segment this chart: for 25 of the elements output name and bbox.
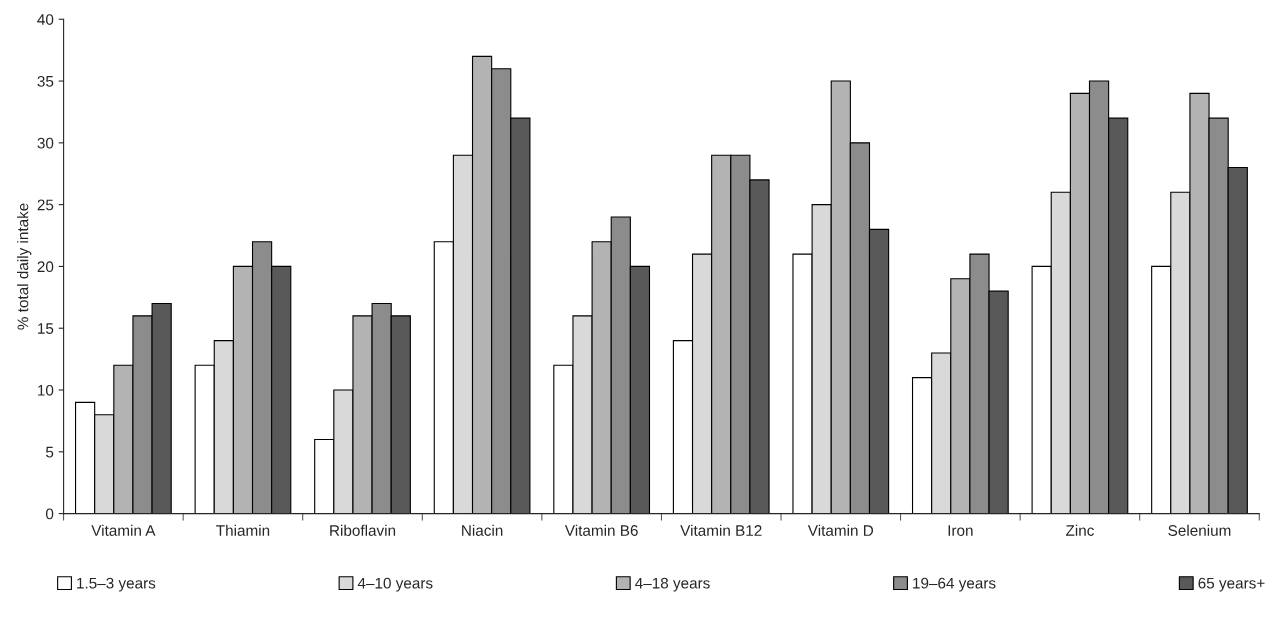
legend-label: 4–18 years [635, 577, 710, 592]
y-tick-label: 10 [38, 384, 54, 396]
x-tick-label: Vitamin D [807, 524, 874, 536]
x-tick-label: Selenium [1168, 524, 1231, 536]
x-tick-label: Thiamin [216, 524, 270, 536]
y-tick-label: 20 [37, 261, 54, 273]
legend-label: 65 years+ [1198, 577, 1265, 592]
y-tick-label: 5 [45, 446, 54, 458]
x-tick-label: Vitamin B12 [680, 524, 762, 536]
x-tick-label: Niacin [462, 524, 503, 536]
y-tick-label: 25 [37, 199, 54, 211]
legend-label: 4–10 years [357, 577, 433, 592]
x-tick-label: Riboflavin [330, 524, 396, 536]
y-tick-label: 0 [45, 508, 54, 520]
x-tick-label: Iron [948, 525, 973, 536]
x-tick-label: Vitamin A [91, 524, 156, 536]
y-tick-label: 15 [38, 323, 54, 334]
x-tick-label: Vitamin B6 [564, 524, 638, 536]
y-tick-label: 30 [37, 137, 54, 149]
y-tick-label: 40 [37, 14, 54, 25]
legend-label: 19–64 years [913, 577, 996, 592]
y-axis-title: % total daily intake [17, 203, 32, 330]
y-tick-label: 35 [37, 75, 54, 87]
x-tick-label: Zinc [1065, 524, 1094, 536]
legend-label: 1.5–3 years [77, 577, 156, 592]
